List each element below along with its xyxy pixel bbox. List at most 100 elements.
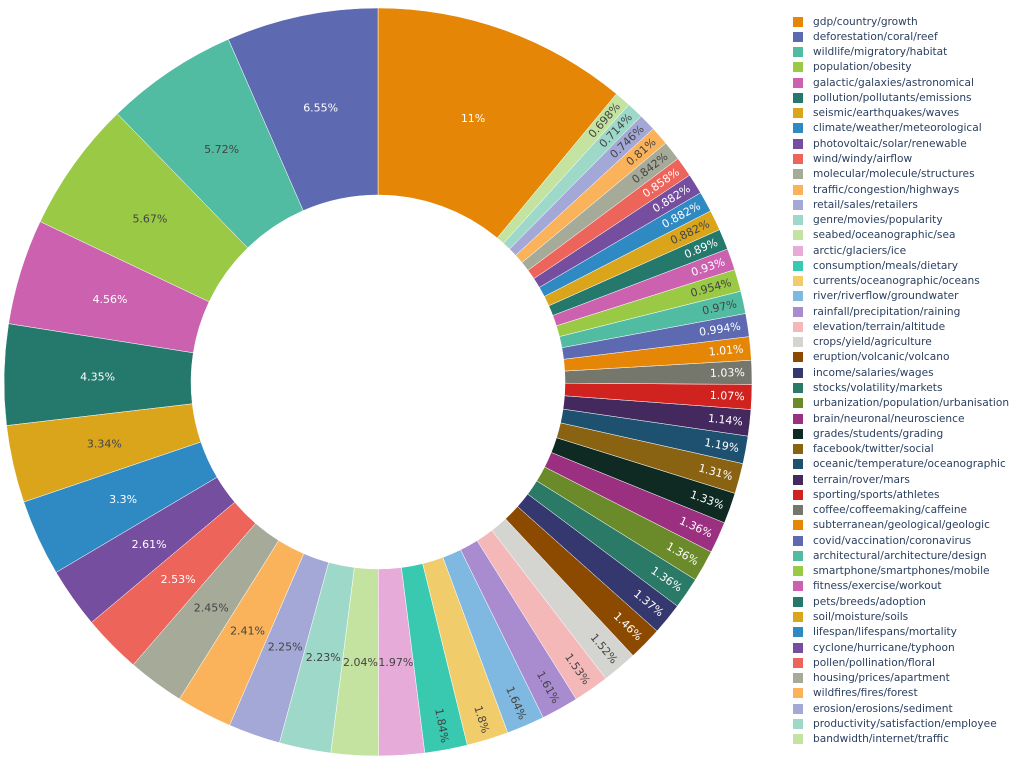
legend-item[interactable]: genre/movies/popularity (790, 212, 1009, 227)
slice-housing[interactable] (521, 142, 679, 271)
slice-crops[interactable] (491, 518, 634, 679)
legend-item[interactable]: sporting/sports/athletes (790, 487, 1009, 502)
legend-item[interactable]: fitness/exercise/workout (790, 579, 1009, 594)
slice-urbanization[interactable] (536, 466, 712, 581)
slice-elevation[interactable] (476, 529, 607, 700)
legend-item[interactable]: photovoltaic/solar/renewable (790, 136, 1009, 151)
legend-item[interactable]: oceanic/temperature/oceanographic (790, 457, 1009, 472)
slice-pollution[interactable] (3, 323, 194, 426)
legend-item[interactable]: arctic/glaciers/ice (790, 243, 1009, 258)
legend-item[interactable]: traffic/congestion/highways (790, 182, 1009, 197)
slice-sporting[interactable] (564, 382, 753, 410)
slice-oceanic[interactable] (560, 408, 749, 464)
legend-item[interactable]: facebook/twitter/social (790, 441, 1009, 456)
legend-item[interactable]: seabed/oceanographic/sea (790, 228, 1009, 243)
slice-erosion[interactable] (509, 115, 654, 256)
legend-item[interactable]: stocks/volatility/markets (790, 380, 1009, 395)
legend-item[interactable]: lifespan/lifespans/mortality (790, 625, 1009, 640)
slice-wind[interactable] (91, 501, 256, 666)
legend-item[interactable]: wildlife/migratory/habitat (790, 45, 1009, 60)
slice-rainfall[interactable] (460, 540, 577, 718)
legend-item[interactable]: income/salaries/wages (790, 365, 1009, 380)
slice-molecular[interactable] (132, 523, 280, 700)
legend-item[interactable]: molecular/molecule/structures (790, 167, 1009, 182)
legend-item[interactable]: pollen/pollination/floral (790, 655, 1009, 670)
slice-income[interactable] (517, 493, 678, 632)
legend-item[interactable]: elevation/terrain/altitude (790, 319, 1009, 334)
legend-item[interactable]: soil/moisture/soils (790, 609, 1009, 624)
slice-river[interactable] (442, 549, 544, 734)
slice-deforestation[interactable] (228, 7, 379, 211)
slice-label: 4.35% (80, 370, 115, 383)
legend-item[interactable]: population/obesity (790, 60, 1009, 75)
legend-item[interactable]: rainfall/precipitation/raining (790, 304, 1009, 319)
legend-item[interactable]: consumption/meals/dietary (790, 258, 1009, 273)
slice-subterranean[interactable] (563, 336, 752, 372)
legend-item[interactable]: deforestation/coral/reef (790, 29, 1009, 44)
legend-item[interactable]: wildfires/fires/forest (790, 686, 1009, 701)
legend-item[interactable]: pollution/pollutants/emissions (790, 90, 1009, 105)
slice-lifespan[interactable] (538, 192, 711, 297)
legend-item[interactable]: smartphone/smartphones/mobile (790, 564, 1009, 579)
slice-galactic[interactable] (8, 221, 210, 354)
legend-item[interactable]: river/riverflow/groundwater (790, 289, 1009, 304)
slice-wildlife[interactable] (116, 38, 304, 249)
legend-item[interactable]: covid/vaccination/coronavirus (790, 533, 1009, 548)
slice-pollen[interactable] (527, 158, 690, 279)
slice-traffic[interactable] (179, 540, 305, 726)
slice-population[interactable] (39, 113, 249, 303)
slice-productivity[interactable] (503, 104, 642, 250)
slice-covid[interactable] (561, 313, 750, 360)
legend-item[interactable]: urbanization/population/urbanisation (790, 396, 1009, 411)
slice-terrain[interactable] (562, 395, 752, 437)
slice-retail[interactable] (229, 553, 330, 744)
slice-arctic[interactable] (378, 567, 426, 757)
slice-eruption[interactable] (505, 506, 658, 656)
legend-swatch (793, 520, 803, 531)
legend-item[interactable]: galactic/galaxies/astronomical (790, 75, 1009, 90)
slice-wildfires[interactable] (515, 128, 667, 263)
slice-photovoltaic[interactable] (55, 476, 236, 623)
legend-item[interactable]: housing/prices/apartment (790, 670, 1009, 685)
legend-item[interactable]: productivity/satisfaction/employee (790, 716, 1009, 731)
legend-item[interactable]: gdp/country/growth (790, 14, 1009, 29)
slice-soil[interactable] (543, 210, 720, 307)
legend-item[interactable]: bandwidth/internet/traffic (790, 731, 1009, 746)
slice-brain[interactable] (544, 452, 725, 553)
legend-item[interactable]: crops/yield/agriculture (790, 335, 1009, 350)
legend-item[interactable]: terrain/rover/mars (790, 472, 1009, 487)
legend-item[interactable]: coffee/coffeemaking/caffeine (790, 503, 1009, 518)
slice-genre[interactable] (279, 562, 355, 754)
slice-currents[interactable] (422, 557, 509, 746)
legend-item[interactable]: climate/weather/meteorological (790, 121, 1009, 136)
legend-item[interactable]: wind/windy/airflow (790, 151, 1009, 166)
legend-item[interactable]: grades/students/grading (790, 426, 1009, 441)
legend-label: currents/oceanographic/oceans (813, 275, 980, 288)
legend-item[interactable]: retail/sales/retailers (790, 197, 1009, 212)
slice-stocks[interactable] (527, 480, 696, 607)
legend-item[interactable]: currents/oceanographic/oceans (790, 274, 1009, 289)
slice-architectural[interactable] (559, 290, 746, 349)
slice-fitness[interactable] (552, 248, 736, 327)
legend-item[interactable]: erosion/erosions/sediment (790, 701, 1009, 716)
legend-item[interactable]: architectural/architecture/design (790, 548, 1009, 563)
legend-item[interactable]: seismic/earthquakes/waves (790, 106, 1009, 121)
legend-swatch (793, 321, 803, 332)
slice-facebook[interactable] (556, 422, 744, 494)
slice-smartphone[interactable] (556, 269, 742, 337)
slice-seabed[interactable] (330, 567, 379, 757)
legend-item[interactable]: eruption/volcanic/volcano (790, 350, 1009, 365)
legend-item[interactable]: pets/breeds/adoption (790, 594, 1009, 609)
slice-pets[interactable] (548, 229, 728, 316)
legend-item[interactable]: brain/neuronal/neuroscience (790, 411, 1009, 426)
slice-cyclone[interactable] (533, 174, 701, 288)
slice-grades[interactable] (550, 437, 736, 524)
slice-gdp[interactable] (377, 7, 617, 239)
slice-climate[interactable] (23, 441, 218, 573)
slice-bandwidth[interactable] (496, 93, 630, 244)
slice-coffee[interactable] (564, 359, 753, 385)
slice-consumption[interactable] (401, 563, 468, 754)
legend-item[interactable]: cyclone/hurricane/typhoon (790, 640, 1009, 655)
legend-item[interactable]: subterranean/geological/geologic (790, 518, 1009, 533)
slice-seismic[interactable] (6, 403, 202, 503)
